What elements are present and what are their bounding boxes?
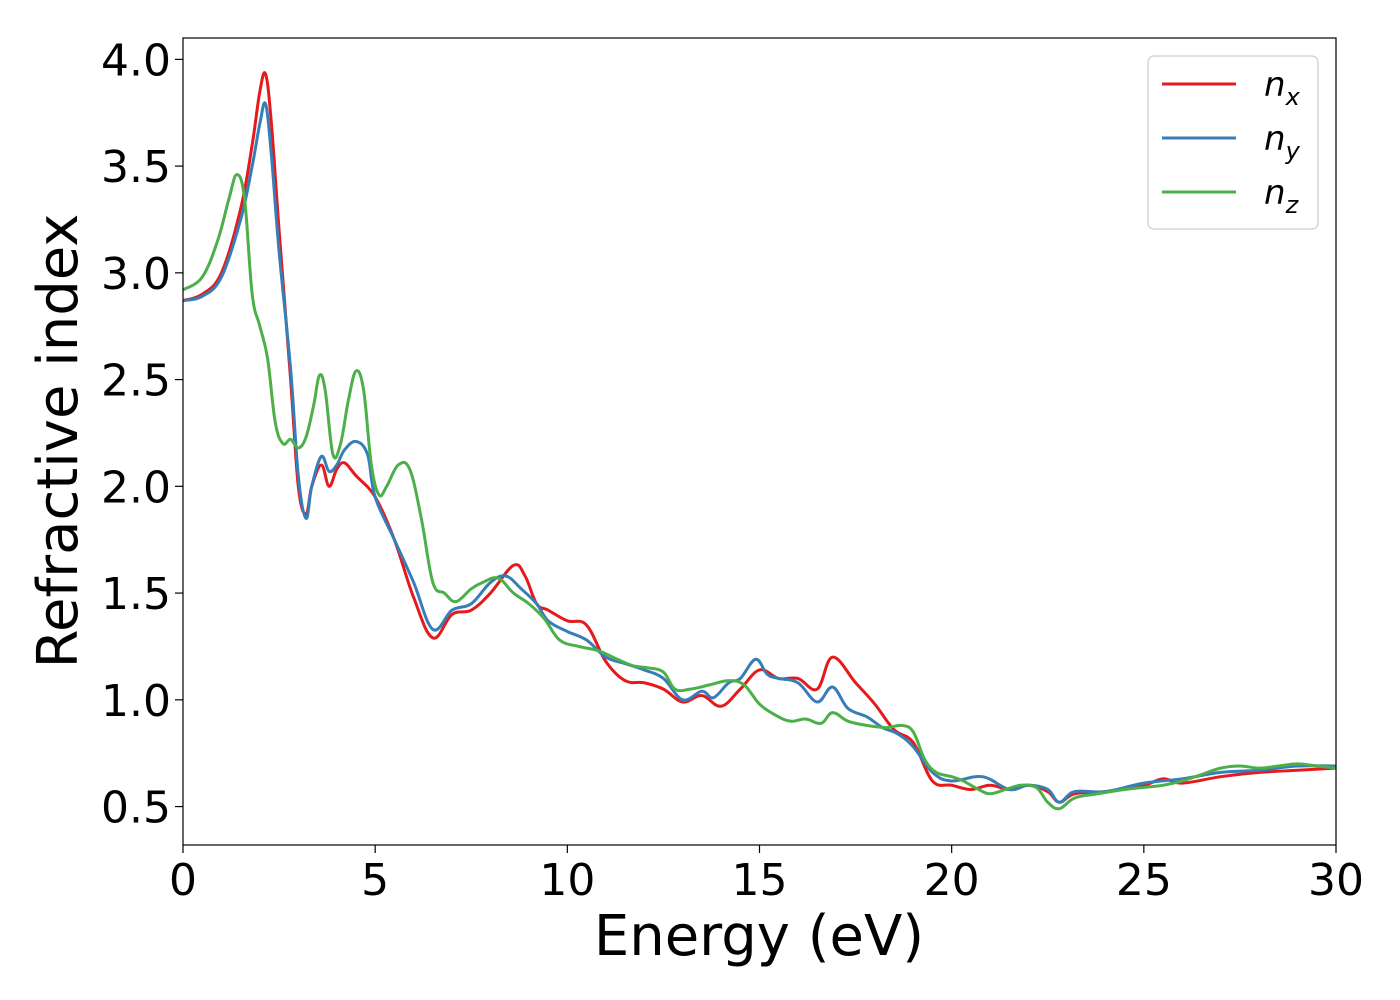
legend-box: [1147, 55, 1319, 230]
x-tick-label: 5: [361, 855, 389, 906]
y-axis-title: Refractive index: [26, 214, 91, 669]
x-tick-label: 0: [169, 855, 197, 906]
y-tick-label: 4.0: [101, 35, 171, 86]
x-tick-label: 10: [539, 855, 595, 906]
y-tick-label: 1.5: [101, 569, 171, 620]
x-tick-label: 20: [924, 855, 980, 906]
y-tick-label: 3.5: [101, 142, 171, 193]
x-tick-label: 15: [732, 855, 788, 906]
plot-area: [183, 38, 1336, 845]
x-axis-title: Energy (eV): [594, 904, 924, 969]
x-tick-label: 25: [1116, 855, 1172, 906]
y-tick-label: 2.0: [101, 462, 171, 513]
x-axis-ticks: 0 5 10 15 20 25 30: [169, 845, 1364, 906]
y-tick-label: 1.0: [101, 676, 171, 727]
legend-label-ny: ny: [1264, 119, 1301, 165]
y-axis-ticks: 0.5 1.0 1.5 2.0 2.5 3.0 3.5 4.0: [101, 35, 183, 834]
series-lines: [183, 71, 1336, 811]
x-tick-label: 30: [1308, 855, 1364, 906]
y-tick-label: 0.5: [101, 783, 171, 834]
y-tick-label: 2.5: [101, 356, 171, 407]
series-line-nz: [183, 173, 1336, 811]
y-tick-label: 3.0: [101, 249, 171, 300]
